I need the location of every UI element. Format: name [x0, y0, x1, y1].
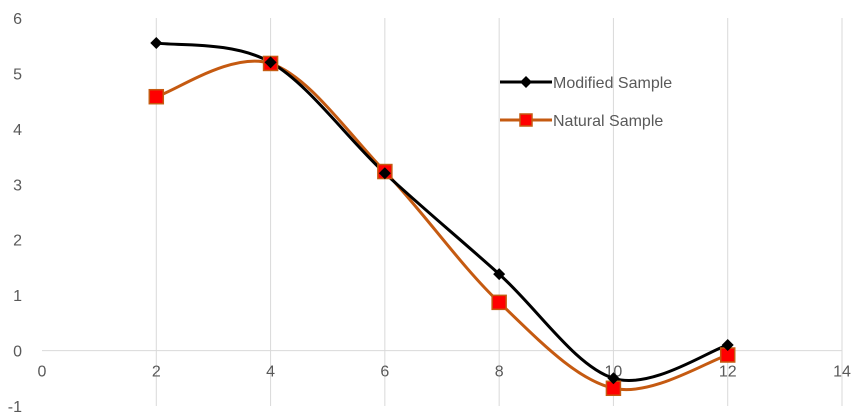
- data-point-modified: [721, 339, 734, 352]
- legend-label-modified: Modified Sample: [553, 75, 672, 92]
- y-tick-label: -1: [8, 399, 22, 413]
- data-point-modified: [150, 36, 163, 49]
- data-point-modified: [264, 56, 277, 69]
- data-point-modified: [493, 268, 506, 281]
- x-tick-label: 12: [719, 364, 737, 381]
- x-tick-label: 0: [38, 364, 47, 381]
- x-axis-ticks: 0 2 4 6 8 10 12 14: [38, 364, 851, 381]
- x-tick-label: 2: [152, 364, 161, 381]
- grid-lines: [42, 18, 843, 406]
- data-point-modified: [607, 372, 620, 385]
- y-tick-label: 2: [13, 233, 22, 250]
- data-point-natural: [148, 88, 165, 105]
- y-tick-label: 6: [13, 11, 22, 28]
- y-tick-label: 1: [13, 288, 22, 305]
- series-line-modified: [154, 41, 730, 382]
- series-group: [148, 36, 736, 397]
- x-tick-label: 14: [833, 364, 851, 381]
- y-tick-label: 0: [13, 344, 22, 361]
- legend-item-modified: Modified Sample: [500, 75, 672, 92]
- x-tick-label: 8: [495, 364, 504, 381]
- x-tick-label: 6: [380, 364, 389, 381]
- y-tick-label: 3: [13, 177, 22, 194]
- data-point-modified: [378, 167, 391, 180]
- legend-item-natural: Natural Sample: [500, 113, 663, 130]
- x-tick-label: 4: [266, 364, 275, 381]
- legend-label-natural: Natural Sample: [553, 113, 663, 130]
- y-tick-label: 4: [13, 122, 22, 139]
- data-point-natural: [491, 294, 507, 311]
- y-axis-ticks: -1 0 1 2 3 4 5 6: [8, 11, 22, 413]
- y-tick-label: 5: [13, 66, 22, 83]
- legend: Modified Sample Natural Sample: [500, 75, 672, 130]
- legend-marker-natural: [519, 113, 533, 127]
- legend-marker-modified: [520, 76, 532, 88]
